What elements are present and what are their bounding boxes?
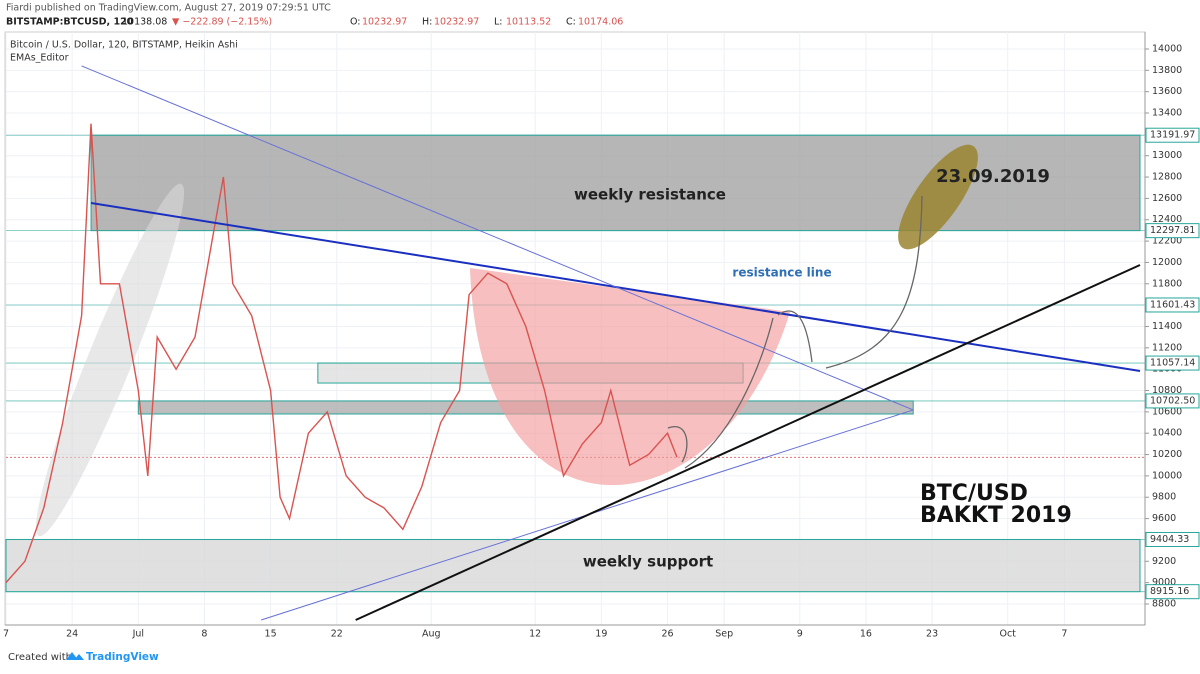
y-tick-label: 12400 bbox=[1152, 214, 1182, 225]
x-tick-label: 9 bbox=[797, 629, 803, 640]
level-box bbox=[1145, 127, 1200, 143]
symbol: BITSTAMP:BTCUSD, 120 bbox=[6, 17, 134, 28]
symbol-line: BITSTAMP:BTCUSD, 120 10138.08 ▼ −222.89 … bbox=[6, 17, 272, 28]
y-tick-label: 10000 bbox=[1152, 470, 1182, 481]
y-tick-label: 13800 bbox=[1152, 65, 1182, 76]
y-tick-label: 13000 bbox=[1152, 150, 1182, 161]
trendline-label: resistance line bbox=[732, 266, 831, 280]
target-date: 23.09.2019 bbox=[936, 166, 1050, 187]
trendline bbox=[355, 264, 1141, 621]
last-price: 10138.08 bbox=[122, 17, 167, 28]
level-label: 11057.14 bbox=[1150, 358, 1195, 369]
footer-brand: TradingView bbox=[86, 651, 159, 663]
trendlines bbox=[81, 65, 1141, 621]
level-label: 11601.43 bbox=[1150, 299, 1195, 310]
cup-shape bbox=[470, 268, 790, 486]
y-tick-label: 13400 bbox=[1152, 108, 1182, 119]
x-tick-label: 8 bbox=[201, 629, 207, 640]
level-box bbox=[1145, 584, 1200, 600]
ohlc-value: 10174.06 bbox=[578, 17, 623, 28]
level-box bbox=[1145, 531, 1200, 547]
logo bbox=[66, 652, 84, 660]
x-tick-label: 19 bbox=[595, 629, 607, 640]
level-label: 13191.97 bbox=[1150, 130, 1195, 141]
annotations: Bitcoin / U.S. Dollar, 120, BITSTAMP, He… bbox=[10, 40, 1072, 571]
x-tick-label: Oct bbox=[999, 629, 1016, 640]
x-tick-label: 7 bbox=[1061, 629, 1067, 640]
y-tick-label: 11400 bbox=[1152, 321, 1182, 332]
level-box bbox=[1145, 393, 1200, 409]
author-line: Fiardi published on TradingView.com, Aug… bbox=[6, 3, 331, 14]
price-line bbox=[5, 123, 678, 584]
arrow bbox=[684, 317, 774, 469]
price-change: ▼ −222.89 (−2.15%) bbox=[172, 17, 272, 28]
x-tick-label: 16 bbox=[860, 629, 872, 640]
y-tick-label: 10400 bbox=[1152, 428, 1182, 439]
y-tick-label: 12000 bbox=[1152, 257, 1182, 268]
x-tick-label: Aug bbox=[422, 629, 441, 640]
axes: 8800900092009400960098001000010200104001… bbox=[3, 32, 1200, 640]
ohlc-value: 10232.97 bbox=[362, 17, 407, 28]
y-tick-label: 10600 bbox=[1152, 406, 1182, 417]
x-tick-label: 24 bbox=[66, 629, 78, 640]
x-tick-label: 22 bbox=[331, 629, 343, 640]
y-tick-label: 11800 bbox=[1152, 278, 1182, 289]
y-tick-label: 11200 bbox=[1152, 342, 1182, 353]
y-tick-label: 12200 bbox=[1152, 236, 1182, 247]
y-tick-label: 9000 bbox=[1152, 577, 1176, 588]
chart-subtitle: EMAs_Editor bbox=[10, 53, 69, 64]
arrow bbox=[777, 310, 813, 363]
chart-title: Bitcoin / U.S. Dollar, 120, BITSTAMP, He… bbox=[10, 40, 238, 51]
y-tick-label: 9800 bbox=[1152, 492, 1176, 503]
x-tick-label: Jul bbox=[132, 629, 144, 640]
level-label: 10702.50 bbox=[1150, 395, 1195, 406]
y-tick-label: 10800 bbox=[1152, 385, 1182, 396]
level-box bbox=[1145, 355, 1200, 371]
arrow bbox=[825, 195, 923, 369]
level-label: 12297.81 bbox=[1150, 225, 1195, 236]
ohlc-value: 10113.52 bbox=[506, 17, 551, 28]
y-tick-label: 8800 bbox=[1152, 598, 1176, 609]
y-tick-label: 14000 bbox=[1152, 43, 1182, 54]
zone bbox=[5, 538, 1141, 593]
event-label: BAKKT 2019 bbox=[920, 503, 1072, 528]
x-tick-label: 23 bbox=[926, 629, 938, 640]
target-ellipse bbox=[898, 144, 978, 250]
x-tick-label: 15 bbox=[265, 629, 277, 640]
ohlc-label: C: bbox=[566, 17, 576, 28]
y-tick-label: 10200 bbox=[1152, 449, 1182, 460]
ohlc-value: 10232.97 bbox=[434, 17, 479, 28]
level-box bbox=[1145, 223, 1200, 239]
level-box bbox=[1145, 297, 1200, 313]
y-tick-label: 13600 bbox=[1152, 86, 1182, 97]
y-tick-label: 12800 bbox=[1152, 172, 1182, 183]
channel-shade bbox=[35, 183, 185, 537]
ohlc-label: L: bbox=[494, 17, 503, 28]
y-tick-label: 12600 bbox=[1152, 193, 1182, 204]
zone-label: weekly resistance bbox=[574, 186, 726, 204]
level-label: 9404.33 bbox=[1150, 534, 1189, 545]
footer-text: Created with bbox=[8, 652, 72, 663]
y-tick-label: 9200 bbox=[1152, 556, 1176, 567]
series bbox=[5, 123, 678, 584]
x-tick-label: 7 bbox=[3, 629, 9, 640]
y-tick-label: 9600 bbox=[1152, 513, 1176, 524]
trendline bbox=[81, 65, 914, 411]
ohlc-label: O: bbox=[350, 17, 361, 28]
zone-label: weekly support bbox=[583, 553, 713, 571]
x-tick-label: 26 bbox=[661, 629, 673, 640]
x-tick-label: Sep bbox=[715, 629, 733, 640]
level-label: 8915.16 bbox=[1150, 586, 1189, 597]
ohlc-label: H: bbox=[422, 17, 432, 28]
arrows bbox=[667, 195, 923, 469]
pair-label: BTC/USD bbox=[920, 481, 1028, 506]
arrow bbox=[667, 426, 688, 463]
x-tick-label: 12 bbox=[529, 629, 541, 640]
